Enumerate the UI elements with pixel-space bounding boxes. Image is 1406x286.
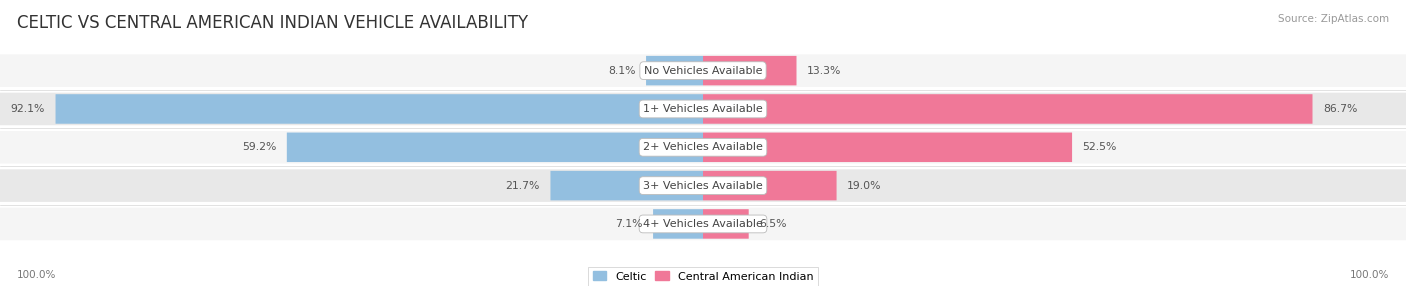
FancyBboxPatch shape	[551, 171, 703, 200]
FancyBboxPatch shape	[0, 169, 1406, 202]
FancyBboxPatch shape	[56, 94, 703, 124]
Text: 100.0%: 100.0%	[17, 270, 56, 279]
Legend: Celtic, Central American Indian: Celtic, Central American Indian	[588, 267, 818, 286]
FancyBboxPatch shape	[703, 171, 837, 200]
FancyBboxPatch shape	[287, 132, 703, 162]
Text: 52.5%: 52.5%	[1083, 142, 1116, 152]
Text: 19.0%: 19.0%	[846, 181, 882, 190]
Text: 2+ Vehicles Available: 2+ Vehicles Available	[643, 142, 763, 152]
Text: 21.7%: 21.7%	[506, 181, 540, 190]
Text: 1+ Vehicles Available: 1+ Vehicles Available	[643, 104, 763, 114]
Text: No Vehicles Available: No Vehicles Available	[644, 66, 762, 76]
FancyBboxPatch shape	[703, 209, 749, 239]
FancyBboxPatch shape	[0, 208, 1406, 240]
Text: 4+ Vehicles Available: 4+ Vehicles Available	[643, 219, 763, 229]
Text: Source: ZipAtlas.com: Source: ZipAtlas.com	[1278, 14, 1389, 24]
Text: 13.3%: 13.3%	[807, 66, 841, 76]
Text: 3+ Vehicles Available: 3+ Vehicles Available	[643, 181, 763, 190]
Text: 100.0%: 100.0%	[1350, 270, 1389, 279]
FancyBboxPatch shape	[0, 54, 1406, 87]
Text: 92.1%: 92.1%	[11, 104, 45, 114]
FancyBboxPatch shape	[703, 94, 1313, 124]
FancyBboxPatch shape	[0, 93, 1406, 125]
Text: 59.2%: 59.2%	[242, 142, 276, 152]
FancyBboxPatch shape	[652, 209, 703, 239]
Text: 7.1%: 7.1%	[614, 219, 643, 229]
FancyBboxPatch shape	[0, 131, 1406, 164]
FancyBboxPatch shape	[703, 56, 796, 86]
Text: 8.1%: 8.1%	[607, 66, 636, 76]
FancyBboxPatch shape	[703, 132, 1073, 162]
Text: 86.7%: 86.7%	[1323, 104, 1357, 114]
Text: 6.5%: 6.5%	[759, 219, 787, 229]
FancyBboxPatch shape	[647, 56, 703, 86]
Text: CELTIC VS CENTRAL AMERICAN INDIAN VEHICLE AVAILABILITY: CELTIC VS CENTRAL AMERICAN INDIAN VEHICL…	[17, 14, 529, 32]
